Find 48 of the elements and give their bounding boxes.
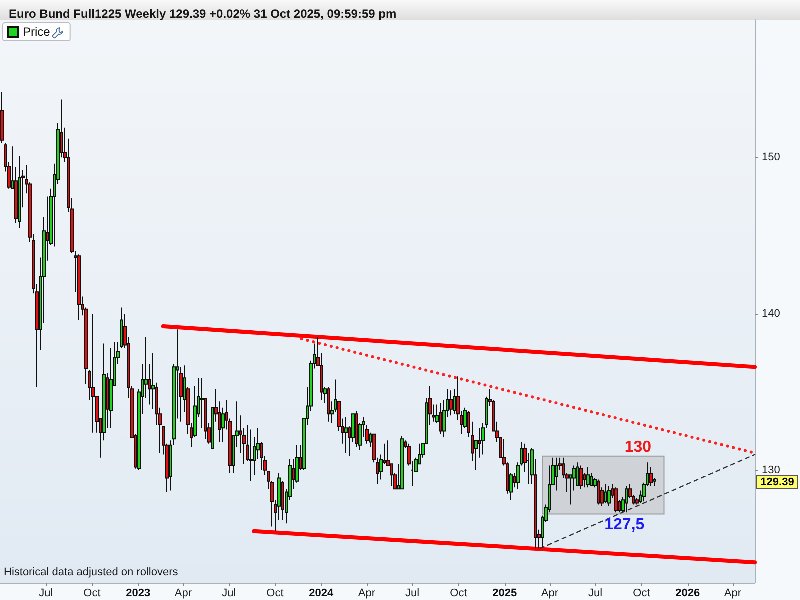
x-tick-label: Jul xyxy=(222,588,236,600)
x-tick-label: Oct xyxy=(633,588,650,600)
candlestick xyxy=(91,314,95,434)
x-tick-label: Apr xyxy=(174,588,192,600)
candlestick xyxy=(586,466,590,488)
x-tick-label: Apr xyxy=(358,588,376,600)
y-tick-label: 140 xyxy=(762,308,780,320)
candlestick xyxy=(439,402,442,435)
candlestick xyxy=(449,390,453,416)
candlestick xyxy=(604,484,607,504)
x-tick-label: Apr xyxy=(724,588,742,600)
candlestick xyxy=(607,486,611,507)
candlestick xyxy=(579,465,583,490)
candlestick xyxy=(555,457,558,492)
candlestick xyxy=(77,254,81,321)
candlestick xyxy=(649,466,653,487)
y-tick-label: 130 xyxy=(762,464,780,476)
chart-title: Euro Bund Full1225 Weekly 129.39 +0.02% 31 Oct 2025, 09:59:59 pm xyxy=(9,7,397,21)
x-tick-label: 2024 xyxy=(309,588,334,600)
x-tick-label: Oct xyxy=(266,588,284,600)
x-tick-label: Apr xyxy=(541,588,559,600)
candlestick xyxy=(614,487,618,514)
candlestick xyxy=(0,91,4,144)
x-tick-label: Jul xyxy=(406,588,420,600)
candlestick xyxy=(344,416,348,454)
candlestick xyxy=(249,429,253,482)
candlestick xyxy=(576,462,579,487)
candlestick xyxy=(625,486,628,514)
candlestick xyxy=(400,435,404,490)
candlestick xyxy=(597,479,600,506)
annotation: 130 xyxy=(624,438,652,456)
x-tick-label: Oct xyxy=(450,588,468,600)
legend-label: Price xyxy=(23,25,51,39)
x-tick-label: 2023 xyxy=(126,588,151,600)
x-tick-label: Oct xyxy=(84,588,101,600)
candlestick xyxy=(120,307,123,349)
x-tick-label: 2026 xyxy=(676,588,700,600)
x-tick-label: 2025 xyxy=(492,588,518,600)
candlestick xyxy=(467,410,470,438)
text: 129.39 xyxy=(760,476,794,488)
annotation: Historical data adjusted on rollovers xyxy=(4,566,179,578)
candlestick xyxy=(18,156,21,228)
annotation: 127,5 xyxy=(604,516,645,534)
x-tick-label: Jul xyxy=(588,588,603,600)
candlestick xyxy=(327,387,330,422)
x-tick-label: Jul xyxy=(39,588,54,600)
y-tick-label: 150 xyxy=(762,152,780,164)
candlestick xyxy=(355,410,358,448)
